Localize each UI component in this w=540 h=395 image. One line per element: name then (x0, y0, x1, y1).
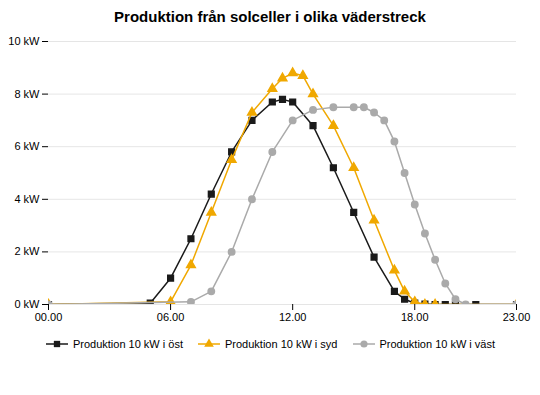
html-text:Produktion 10 kW i väst: Produktion 10 kW i väst (379, 338, 496, 350)
svg-text:18.00: 18.00 (401, 311, 429, 323)
html-text:Produktion 10 kW i öst: Produktion 10 kW i öst (72, 338, 183, 350)
svg-text:10 kW: 10 kW (8, 35, 40, 47)
svg-text:12.00: 12.00 (279, 311, 307, 323)
svg-text:4 kW: 4 kW (14, 193, 40, 205)
svg-text:0 kW: 0 kW (14, 298, 40, 310)
html-text:Produktion från solceller i ol: Produktion från solceller i olika väders… (114, 8, 426, 25)
svg-text:6 kW: 6 kW (14, 140, 40, 152)
svg-text:06.00: 06.00 (157, 311, 185, 323)
svg-text:00.00: 00.00 (35, 311, 63, 323)
html-text:Produktion 10 kW i syd: Produktion 10 kW i syd (225, 338, 338, 350)
svg-text:23.00: 23.00 (503, 311, 531, 323)
svg-text:8 kW: 8 kW (14, 88, 40, 100)
svg-text:2 kW: 2 kW (14, 245, 40, 257)
